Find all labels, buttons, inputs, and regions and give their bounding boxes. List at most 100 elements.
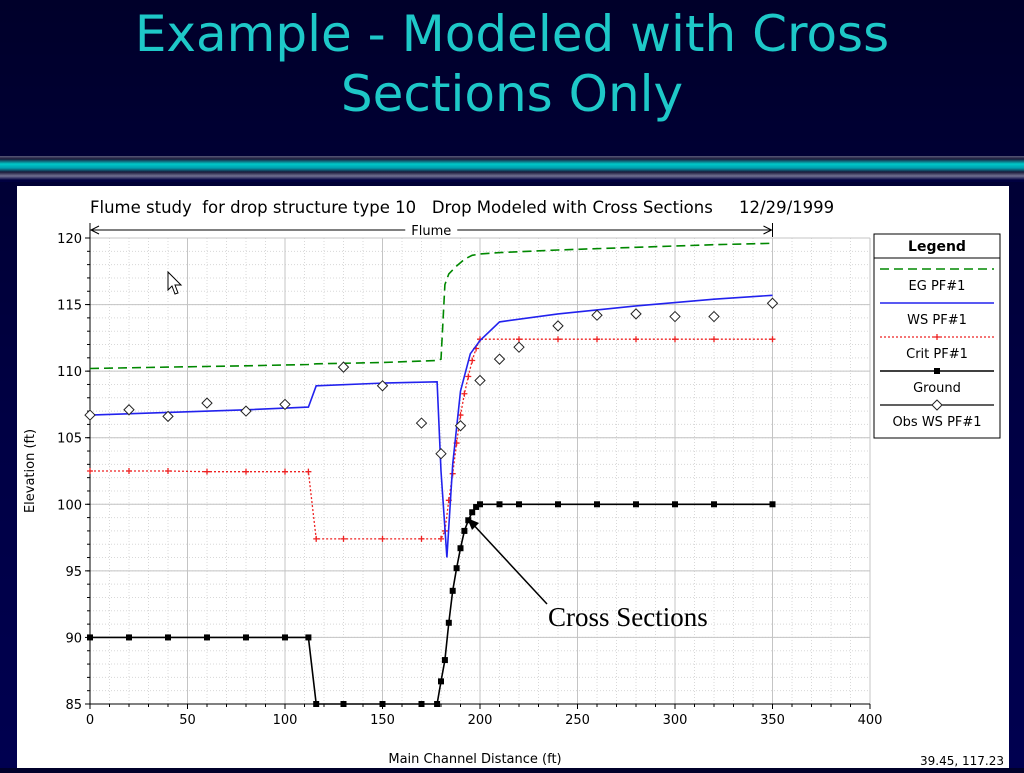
ground-point: [126, 634, 132, 641]
crit-point: [243, 468, 249, 475]
obs-ws-point: [162, 410, 174, 423]
mouse-pointer-icon: [167, 270, 183, 295]
obs-ws-point: [552, 320, 564, 332]
obs-ws-point: [415, 417, 428, 429]
crit-point: [282, 468, 288, 475]
legend-label: WS PF#1: [907, 313, 967, 328]
crit-point: [461, 390, 468, 397]
y-tick-label: 95: [65, 565, 82, 580]
cursor-readout: 39.45, 117.23: [920, 754, 1004, 768]
ground-point: [204, 634, 210, 641]
obs-ws-point: [201, 397, 213, 409]
y-axis-label: Elevation (ft): [23, 429, 38, 513]
series-group: [84, 242, 779, 707]
crit-point: [934, 334, 940, 340]
crit-point: [769, 336, 776, 343]
crit-point: [204, 468, 210, 475]
slide-title-line1: Example - Modeled with Cross: [134, 5, 890, 63]
x-tick-label: 300: [663, 713, 688, 728]
obs-ws-point: [591, 309, 603, 321]
ground-point: [165, 634, 171, 641]
y-tick-label: 85: [65, 698, 82, 713]
crit-point: [711, 336, 717, 343]
x-tick-label: 150: [370, 713, 395, 728]
obs-ws-point: [766, 297, 779, 309]
y-tick-label: 90: [65, 631, 82, 646]
crit-point: [516, 336, 522, 343]
series-eg-pf-1: [89, 242, 773, 370]
crit-point: [672, 336, 678, 343]
ground-point: [633, 501, 639, 508]
ground-point: [457, 545, 464, 552]
obs-ws-point: [376, 380, 389, 392]
x-tick-label: 200: [468, 713, 493, 728]
ground-point: [418, 701, 425, 707]
cross-sections-annotation: Cross Sections: [467, 518, 708, 632]
x-tick-label: 250: [565, 713, 590, 728]
ground-point: [769, 501, 776, 508]
ground-point: [672, 501, 678, 508]
crit-point: [469, 357, 476, 364]
obs-ws-point: [84, 409, 96, 421]
legend-label: Ground: [913, 381, 961, 396]
ground-point: [379, 701, 386, 707]
ground-point: [516, 501, 522, 508]
crit-point: [418, 535, 425, 542]
x-tick-label: 100: [273, 713, 298, 728]
ground-point: [449, 587, 456, 594]
y-tick-label: 120: [57, 232, 82, 247]
x-tick-label: 0: [86, 713, 94, 728]
crit-point: [555, 336, 561, 343]
flume-span-marker: Flume: [89, 222, 773, 239]
annotation-arrow-head: [467, 518, 479, 530]
ground-point: [934, 368, 940, 374]
series-line: [90, 338, 773, 540]
obs-ws-point: [279, 398, 291, 411]
series-ws-pf-1: [89, 294, 773, 558]
slide-title: Example - Modeled with Cross Sections On…: [0, 4, 1024, 124]
chart-title: Flume study for drop structure type 10 D…: [90, 198, 834, 217]
obs-ws-point: [513, 341, 525, 353]
ground-point: [453, 565, 460, 572]
series-obs-ws-pf-1: [84, 297, 779, 460]
annotation-arrow-line: [469, 520, 548, 605]
obs-ws-point: [708, 310, 720, 323]
ground-point: [473, 503, 480, 510]
x-tick-label: 400: [858, 713, 883, 728]
ground-point: [555, 501, 561, 508]
crit-point: [438, 535, 444, 542]
series-ground: [87, 501, 776, 707]
ground-point: [445, 619, 452, 626]
ground-point: [305, 634, 312, 641]
x-tick-label: 50: [179, 713, 196, 728]
series-line: [89, 242, 773, 370]
crit-point: [379, 535, 386, 542]
ground-point: [711, 501, 717, 508]
crit-point: [340, 535, 347, 542]
ground-point: [438, 678, 444, 685]
ground-point: [477, 501, 483, 508]
crit-point: [165, 468, 171, 474]
legend-label: Crit PF#1: [906, 347, 968, 362]
x-axis-label: Main Channel Distance (ft): [388, 752, 561, 767]
chart-panel: Flume study for drop structure type 10 D…: [17, 186, 1009, 768]
y-tick-label: 110: [57, 365, 82, 380]
crit-point: [305, 468, 312, 475]
axes: 0 50 100 150 200 250 300 350 400 85 90 95 100 105 110 1…: [57, 232, 882, 728]
ground-point: [594, 501, 600, 508]
obs-ws-point: [240, 405, 252, 417]
ground-point: [441, 657, 448, 664]
obs-ws-point: [337, 361, 350, 373]
ground-point: [243, 634, 249, 641]
ground-point: [340, 701, 347, 707]
obs-ws-point: [474, 374, 486, 387]
obs-ws-point: [454, 420, 467, 432]
crit-point: [465, 373, 472, 380]
ground-point: [282, 634, 288, 641]
obs-ws-point: [630, 308, 642, 320]
legend: Legend EG PF#1 WS PF#1 Crit PF#1 Ground Obs W…: [873, 233, 1001, 439]
grid-lines: [89, 237, 871, 705]
ground-point: [434, 701, 441, 707]
series-line: [89, 294, 773, 558]
y-tick-label: 105: [57, 432, 82, 447]
